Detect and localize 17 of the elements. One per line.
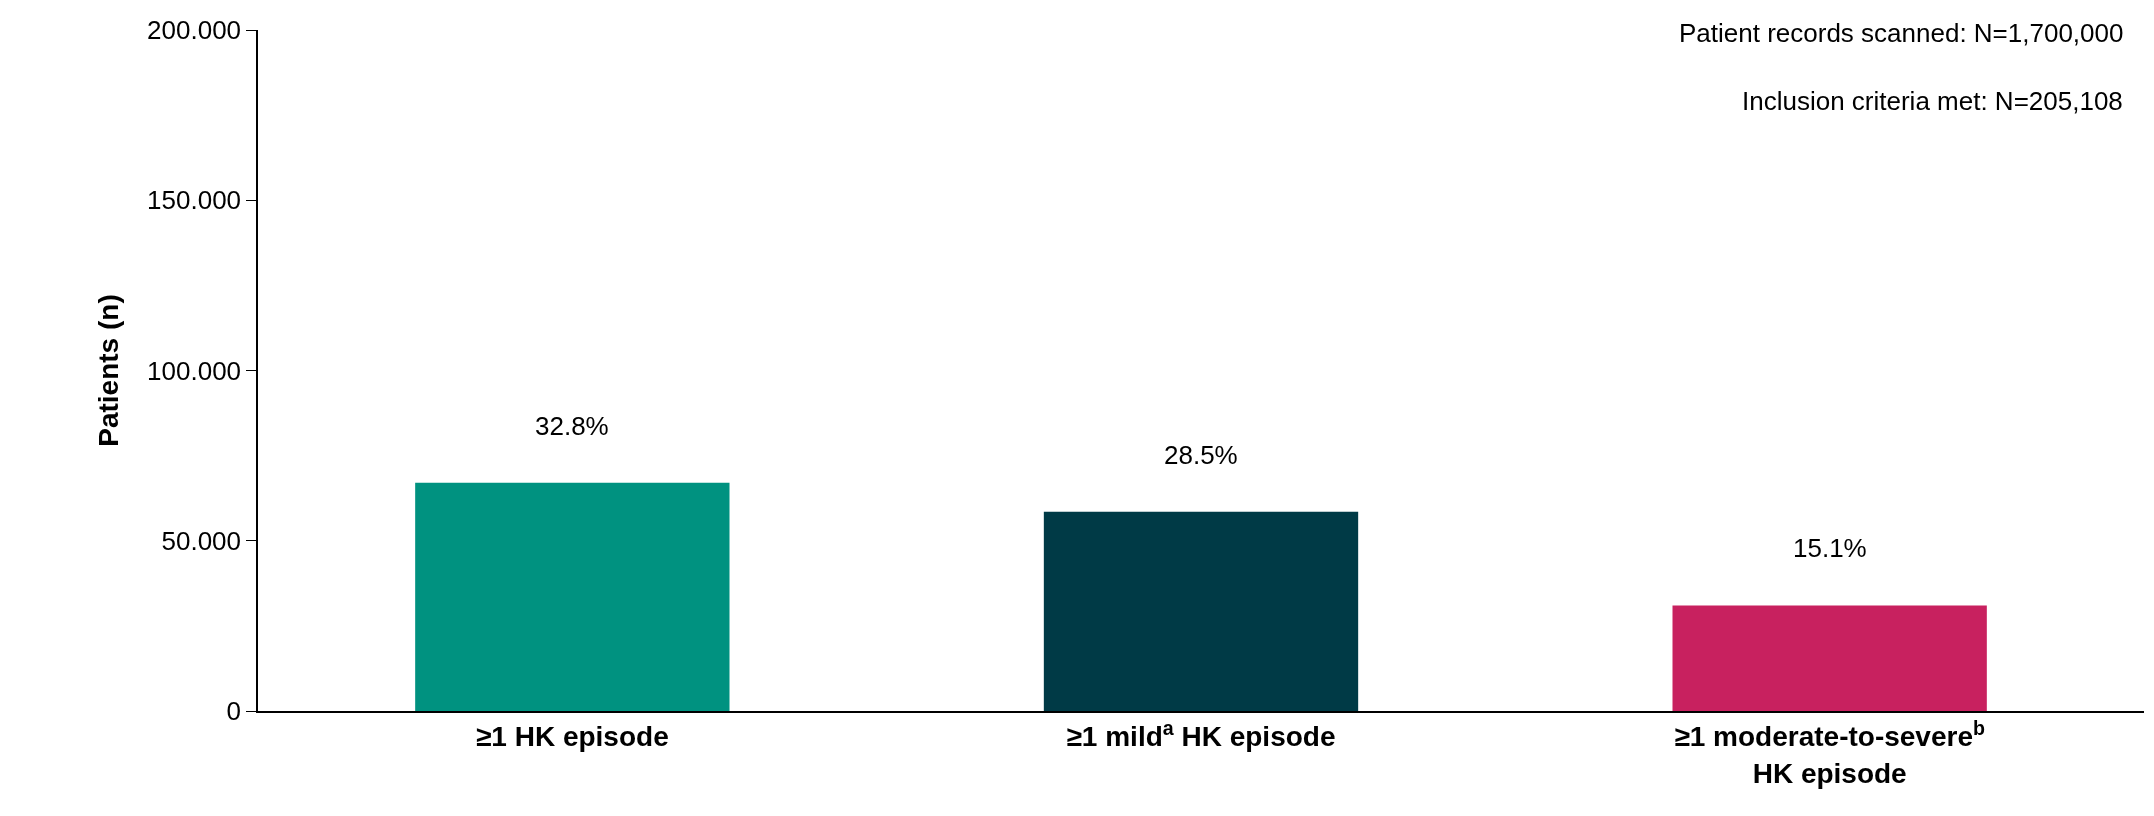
annotation: 15.1%	[1793, 533, 1867, 563]
bar	[1672, 605, 1987, 711]
x-tick-label: ≥1 HK episode	[475, 721, 669, 753]
bar	[1043, 511, 1359, 711]
y-tick-label: 50.000	[161, 525, 242, 556]
x-tick-label: ≥1 mild$^{a}$ HK episode	[1066, 716, 1336, 753]
annotation: 32.8%	[535, 411, 609, 441]
y-tick-label: 100.000	[147, 355, 242, 386]
annotation: 28.5%	[1164, 440, 1238, 470]
bar	[415, 482, 730, 711]
y-tick-label: 0	[226, 696, 242, 727]
category-label: ≥1 moderate-to-severe$^{b}$ HK episode	[1674, 716, 1985, 789]
y-axis-title: Patients (n)	[93, 294, 125, 447]
y-tick-label: 200.000	[147, 15, 242, 46]
annotation: Patient records scanned: N=1,700,000	[1679, 18, 2124, 48]
y-tick-label: 150.000	[147, 185, 242, 216]
annotation: Inclusion criteria met: N=205,108	[1742, 86, 2123, 116]
